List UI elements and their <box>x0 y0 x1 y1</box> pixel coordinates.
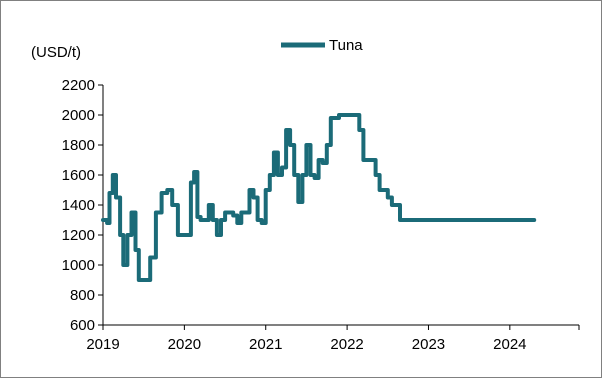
y-tick-label: 1600 <box>62 167 95 184</box>
legend: Tuna <box>281 37 363 54</box>
y-axis: 600 800 1000 1200 1400 1600 1800 2000 2200 <box>62 77 104 334</box>
y-tick-label: 600 <box>70 317 95 334</box>
x-tick-label: 2020 <box>168 336 201 353</box>
y-tick-label: 2200 <box>62 77 95 94</box>
y-tick-label: 2000 <box>62 107 95 124</box>
x-tick-label: 2024 <box>493 336 526 353</box>
series-layer <box>101 113 537 282</box>
x-tick-label: 2019 <box>86 336 119 353</box>
y-tick-label: 800 <box>70 287 95 304</box>
x-axis: 2019 2020 2021 2022 2023 2024 <box>86 324 580 353</box>
y-axis-unit-label: (USD/t) <box>31 44 81 61</box>
x-tick-label: 2022 <box>330 336 363 353</box>
y-tick-label: 1800 <box>62 137 95 154</box>
x-tick-label: 2021 <box>249 336 282 353</box>
x-tick-label: 2023 <box>412 336 445 353</box>
legend-label-tuna: Tuna <box>329 37 363 54</box>
y-tick-label: 1000 <box>62 257 95 274</box>
series-line-tuna <box>101 113 537 282</box>
y-tick-label: 1400 <box>62 197 95 214</box>
y-tick-label: 1200 <box>62 227 95 244</box>
